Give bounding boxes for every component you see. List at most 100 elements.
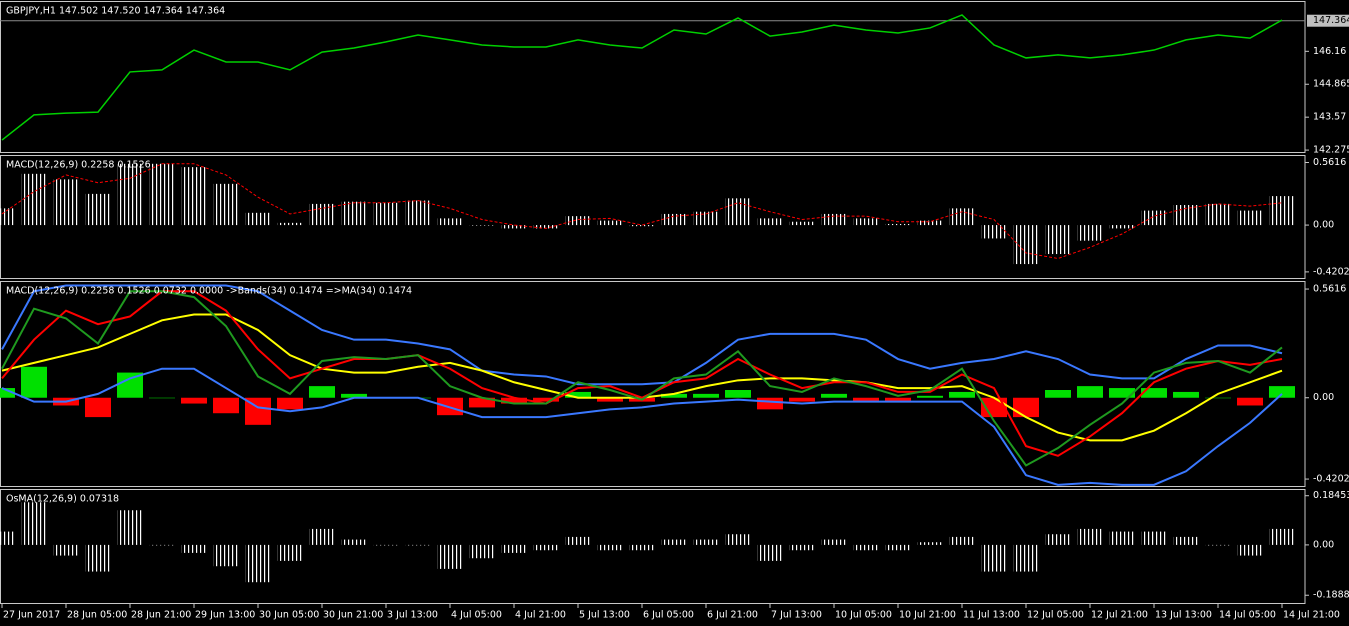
histogram-bar (53, 544, 79, 556)
histogram-bar (149, 163, 175, 226)
histogram-bar (1237, 210, 1263, 226)
histogram-bar (1205, 544, 1231, 546)
last-price-box (1307, 14, 1349, 27)
histogram-bar (821, 539, 847, 545)
x-tick-label: 28 Jun 21:00 (131, 610, 191, 621)
histogram-bar (533, 544, 559, 551)
histogram-bar (1141, 531, 1167, 545)
x-tick-label: 30 Jun 21:00 (323, 610, 383, 621)
histogram-bar (661, 393, 687, 398)
histogram-bar (789, 544, 815, 551)
histogram-bar (597, 544, 623, 551)
histogram-bar (821, 213, 847, 226)
histogram-bar (213, 544, 239, 567)
histogram-bar (405, 544, 431, 546)
histogram-bar (277, 222, 303, 226)
y-tick-label: -0.4202 (1313, 474, 1349, 485)
histogram-bar (309, 203, 335, 226)
x-tick-label: 27 Jun 2017 (3, 610, 60, 621)
x-tick-label: 10 Jul 05:00 (835, 610, 892, 621)
histogram-bar (213, 397, 239, 414)
histogram-bar (789, 397, 815, 402)
x-tick-label: 6 Jul 05:00 (643, 610, 694, 621)
histogram-bar (661, 539, 687, 545)
histogram-bar (0, 208, 15, 226)
y-tick-label: 0.00 (1313, 220, 1334, 231)
histogram-bar (181, 167, 207, 226)
histogram-bar (565, 391, 591, 398)
x-tick-label: 29 Jun 13:00 (195, 610, 255, 621)
x-tick-label: 30 Jun 05:00 (259, 610, 319, 621)
last-price-label: 147.364 (1313, 15, 1349, 26)
y-tick-label: 143.57 (1313, 112, 1346, 123)
pane-title: MACD(12,26,9) 0.2258 0.1526 (6, 160, 151, 171)
y-tick-label: 0.00 (1313, 392, 1334, 403)
y-tick-label: -0.4202 (1313, 266, 1349, 277)
indicator-line (1, 284, 1283, 386)
histogram-bar (245, 212, 271, 226)
histogram-bar (949, 391, 975, 398)
x-tick-label: 7 Jul 13:00 (771, 610, 822, 621)
histogram-bar (501, 397, 527, 404)
x-tick-label: 5 Jul 13:00 (579, 610, 630, 621)
histogram-bar (1269, 386, 1295, 398)
histogram-bar (597, 397, 623, 402)
histogram-bar (149, 544, 175, 546)
histogram-bar (437, 544, 463, 569)
histogram-bar (501, 544, 527, 553)
histogram-bar (341, 393, 367, 398)
x-tick-label: 12 Jul 21:00 (1091, 610, 1148, 621)
histogram-bar (1237, 544, 1263, 556)
y-tick-label: 0.00 (1313, 539, 1334, 550)
x-tick-label: 3 Jul 13:00 (387, 610, 438, 621)
histogram-bar (917, 220, 943, 226)
histogram-bar (981, 225, 1007, 239)
histogram-bar (853, 544, 879, 551)
histogram-bar (917, 542, 943, 545)
histogram-bar (565, 216, 591, 226)
histogram-bar (1077, 528, 1103, 545)
histogram-bar (501, 225, 527, 229)
histogram-bar (981, 544, 1007, 572)
histogram-bar (853, 218, 879, 226)
histogram-bar (373, 544, 399, 546)
histogram-bar (725, 198, 751, 226)
histogram-bar (1045, 390, 1071, 398)
histogram-bar (1109, 225, 1135, 229)
histogram-bar (1109, 388, 1135, 398)
histogram-bar (789, 221, 815, 226)
histogram-bar (437, 218, 463, 226)
indicator-line (1, 313, 1283, 442)
y-tick-label: 146.16 (1313, 46, 1346, 57)
histogram-bar (565, 536, 591, 545)
y-tick-label: 142.275 (1313, 145, 1349, 156)
histogram-bar (1173, 391, 1199, 398)
histogram-bar (1205, 203, 1231, 226)
indicator-line (1, 367, 1283, 486)
histogram-bar (1077, 386, 1103, 398)
histogram-bar (885, 223, 911, 226)
histogram-bar (821, 393, 847, 398)
histogram-bar (1109, 531, 1135, 545)
histogram-bar (629, 225, 655, 227)
price-line (1, 14, 1283, 141)
histogram-bar (693, 211, 719, 226)
histogram-bar (21, 502, 47, 545)
histogram-bar (373, 202, 399, 226)
histogram-bar (757, 218, 783, 226)
histogram-bar (1077, 225, 1103, 241)
histogram-bar (693, 539, 719, 545)
histogram-bar (533, 225, 559, 229)
y-tick-label: 0.5616 (1313, 157, 1346, 168)
x-tick-label: 6 Jul 21:00 (707, 610, 758, 621)
y-tick-label: 144.865 (1313, 79, 1349, 90)
histogram-bar (21, 366, 47, 398)
indicator-line (1, 290, 1283, 457)
histogram-bar (85, 397, 111, 418)
histogram-bar (341, 539, 367, 545)
histogram-bar (1269, 196, 1295, 226)
pane-title: GBPJPY,H1 147.502 147.520 147.364 147.36… (6, 6, 225, 17)
histogram-bar (0, 531, 15, 545)
histogram-bar (181, 397, 207, 404)
